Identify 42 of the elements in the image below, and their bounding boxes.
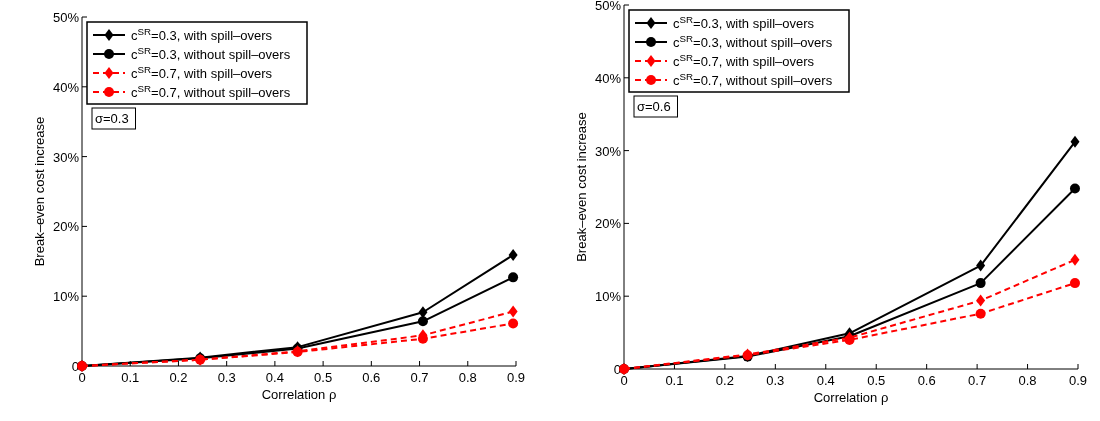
x-tick-label: 0.3 [217, 370, 236, 385]
x-tick-label: 0.1 [665, 373, 684, 388]
x-axis-title: Correlation ρ [261, 387, 337, 402]
x-tick-label: 0.5 [314, 370, 333, 385]
legend-label: c$^{SR}$=0.3, with spill–overs [131, 25, 273, 43]
y-tick-label: 20% [594, 216, 622, 232]
x-tick-label: 0.8 [1018, 373, 1037, 388]
legend-label: c$^{SR}$=0.7, without spill–overs [673, 70, 833, 88]
x-tick-label: 0.2 [715, 373, 734, 388]
y-axis-title: Break–even cost increase [32, 116, 47, 267]
x-tick-label: 0.3 [766, 373, 785, 388]
x-tick-label: 0.9 [506, 370, 526, 385]
x-tick-label: 0.4 [265, 370, 284, 385]
x-tick-label: 0.6 [362, 370, 381, 385]
y-tick-label: 50% [594, 0, 622, 13]
legend-label: c$^{SR}$=0.7, with spill–overs [673, 51, 815, 69]
annotation: σ=0.3 [95, 111, 129, 126]
x-tick-label: 0.4 [816, 373, 835, 388]
y-tick-label: 10% [52, 289, 80, 305]
x-tick-label: 0.2 [169, 370, 188, 385]
y-tick-label: 20% [52, 219, 80, 235]
y-tick-label: 30% [52, 149, 80, 165]
legend-label: c$^{SR}$=0.7, with spill–overs [131, 63, 273, 81]
y-tick-label: 40% [52, 79, 80, 95]
y-tick-label: 40% [594, 70, 622, 86]
x-tick-label: 0.7 [410, 370, 429, 385]
annotation: σ=0.6 [637, 99, 671, 114]
legend-label: c$^{SR}$=0.3, without spill–overs [673, 32, 833, 50]
y-tick-label: 30% [594, 143, 622, 159]
y-tick-label: 50% [52, 10, 80, 25]
x-tick-label: 0.6 [917, 373, 936, 388]
x-tick-label: 0.9 [1068, 373, 1088, 388]
y-tick-label: 10% [594, 289, 622, 305]
x-tick-label: 0.7 [968, 373, 987, 388]
legend-label: c$^{SR}$=0.3, with spill–overs [673, 13, 815, 31]
legend-label: c$^{SR}$=0.3, without spill–overs [131, 44, 291, 62]
x-tick-label: 0.5 [867, 373, 886, 388]
legend-label: c$^{SR}$=0.7, without spill–overs [131, 82, 291, 100]
x-tick-label: 0.8 [458, 370, 477, 385]
x-axis-title: Correlation ρ [813, 390, 889, 405]
x-tick-label: 0.1 [121, 370, 140, 385]
y-axis-title: Break–even cost increase [574, 112, 589, 262]
